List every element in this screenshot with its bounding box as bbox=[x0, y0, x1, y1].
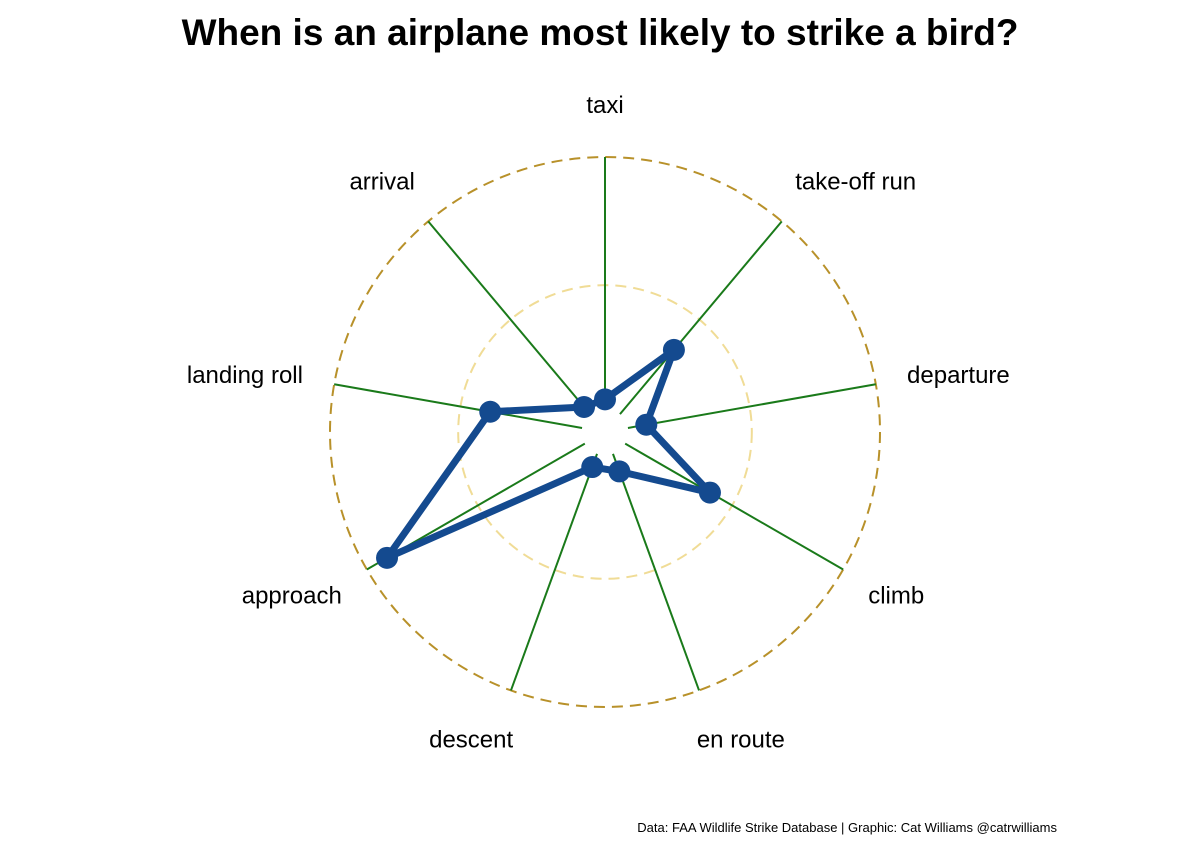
data-point-departure bbox=[635, 413, 658, 436]
series-line bbox=[383, 346, 714, 562]
axis-label-departure: departure bbox=[907, 362, 1010, 389]
spoke-en-route bbox=[612, 453, 700, 691]
radar-axis-labels: taxi take-off run departure climb en route de… bbox=[187, 92, 1010, 753]
axis-label-approach: approach bbox=[242, 583, 342, 610]
spoke-arrival bbox=[427, 220, 591, 415]
axis-label-taxi: taxi bbox=[586, 92, 623, 119]
axis-label-landing-roll: landing roll bbox=[187, 362, 303, 389]
source-caption: Data: FAA Wildlife Strike Database | Gra… bbox=[637, 820, 1057, 835]
spoke-take-off-run bbox=[619, 220, 783, 415]
data-point-approach bbox=[376, 546, 399, 569]
axis-label-arrival: arrival bbox=[349, 169, 414, 196]
spoke-descent bbox=[510, 453, 598, 691]
spoke-departure bbox=[627, 383, 876, 429]
data-point-taxi bbox=[594, 388, 616, 411]
data-point-take-off-run bbox=[662, 338, 685, 361]
radar-series bbox=[376, 338, 721, 569]
axis-label-take-off-run: take-off run bbox=[795, 169, 916, 196]
radar-spokes bbox=[334, 157, 876, 691]
chart-title: When is an airplane most likely to strik… bbox=[181, 12, 1019, 53]
data-point-landing-roll bbox=[479, 400, 502, 423]
data-point-descent bbox=[581, 456, 604, 479]
axis-label-descent: descent bbox=[429, 726, 513, 753]
axis-label-climb: climb bbox=[868, 583, 924, 610]
data-point-arrival bbox=[573, 396, 596, 419]
outer-gridline bbox=[329, 156, 881, 708]
spoke-landing-roll bbox=[334, 383, 583, 429]
axis-label-en-route: en route bbox=[697, 726, 785, 753]
spoke-climb bbox=[624, 442, 844, 571]
data-point-en-route bbox=[608, 460, 631, 483]
data-point-climb bbox=[698, 481, 721, 504]
